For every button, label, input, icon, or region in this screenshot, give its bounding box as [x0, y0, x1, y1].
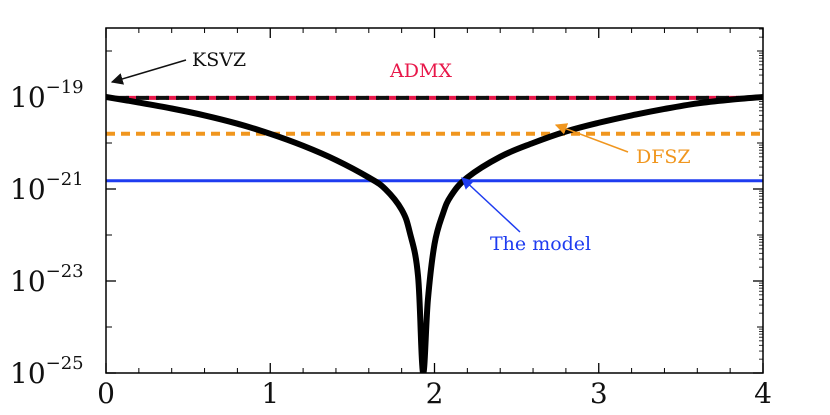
y-tick-label-1: 10−23 [10, 261, 84, 298]
reference-lines [106, 95, 763, 183]
y-tick-label-2: 10−21 [10, 169, 84, 206]
series-line-0 [106, 94, 763, 373]
annotation-dfsz-arrow [554, 123, 629, 153]
x-tick-label-0: 0 [97, 377, 115, 410]
x-tick-label-1: 1 [261, 377, 279, 410]
curve-layer [106, 94, 763, 373]
x-tick-label-3: 3 [590, 377, 608, 410]
annotation-ksvz-arrow [110, 59, 187, 85]
x-tick-label-4: 4 [754, 377, 772, 410]
annotations: KSVZ ADMX DFSZ The model [110, 49, 691, 255]
annotation-the-model: The model [490, 233, 591, 255]
y-tick-label-0: 10−25 [10, 353, 84, 390]
axis-tick-labels: 0 1 2 3 4 10−25 10−23 10−21 10−19 [10, 77, 772, 410]
y-tick-label-3: 10−19 [10, 77, 84, 114]
annotation-ksvz: KSVZ [192, 49, 246, 71]
axis-ticks [105, 28, 764, 374]
x-tick-label-2: 2 [426, 377, 444, 410]
annotation-the-model-arrow [461, 177, 521, 233]
annotation-admx: ADMX [389, 60, 452, 82]
annotation-dfsz: DFSZ [636, 146, 691, 168]
